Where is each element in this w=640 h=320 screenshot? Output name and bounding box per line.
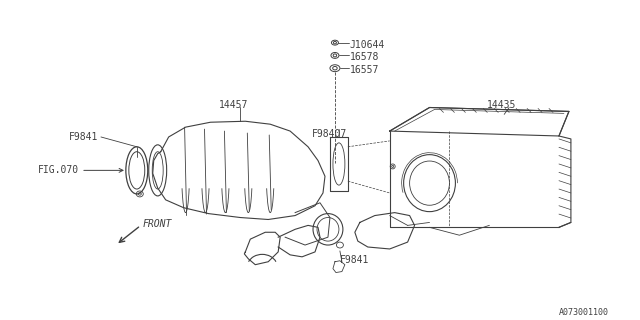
Text: FRONT: FRONT: [143, 220, 172, 229]
Text: 16557: 16557: [350, 65, 380, 75]
Text: 16578: 16578: [350, 52, 380, 62]
Text: F98407: F98407: [312, 129, 348, 139]
Polygon shape: [285, 203, 330, 245]
Text: 14435: 14435: [487, 100, 516, 110]
Polygon shape: [330, 137, 348, 191]
Text: F9841: F9841: [69, 132, 99, 142]
Polygon shape: [559, 136, 571, 227]
Text: 14457: 14457: [218, 100, 248, 110]
Text: J10644: J10644: [350, 40, 385, 50]
Text: FIG.070: FIG.070: [38, 165, 79, 175]
Text: F9841: F9841: [340, 255, 369, 265]
Polygon shape: [244, 232, 280, 265]
Polygon shape: [355, 212, 415, 249]
Text: A073001100: A073001100: [559, 308, 609, 317]
Polygon shape: [390, 108, 569, 136]
Polygon shape: [153, 121, 325, 220]
